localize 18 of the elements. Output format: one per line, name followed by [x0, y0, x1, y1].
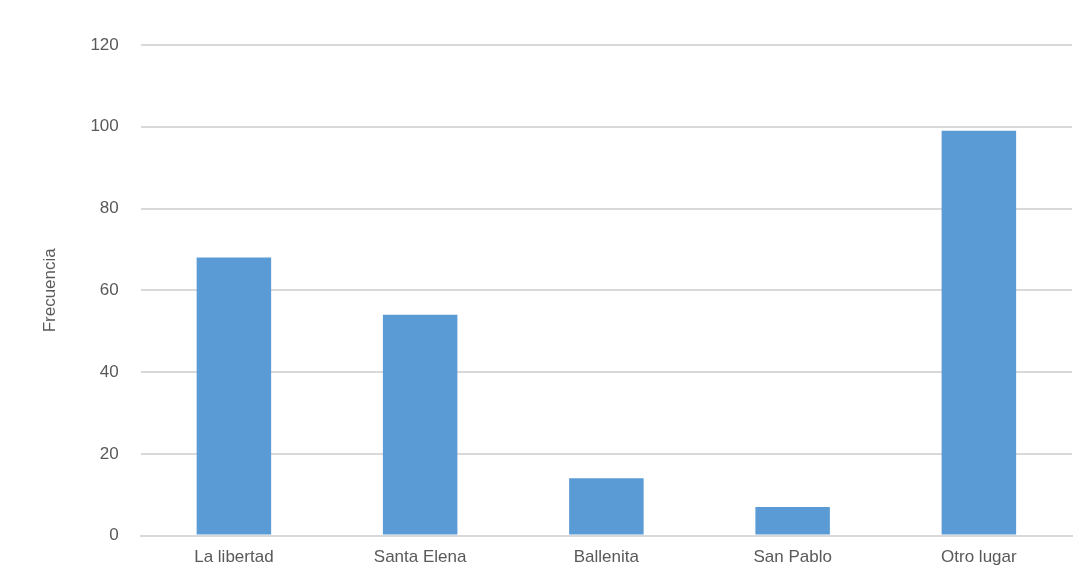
x-tick-label: San Pablo: [753, 547, 832, 567]
bar: [569, 478, 644, 535]
y-tick-label: 120: [90, 34, 119, 54]
x-tick-label: La libertad: [194, 547, 274, 567]
x-tick-label: Otro lugar: [941, 547, 1018, 567]
x-tick-label: Ballenita: [573, 547, 640, 567]
bar: [941, 130, 1017, 535]
y-tick-label: 20: [99, 443, 119, 463]
y-axis-title: Frecuencia: [39, 247, 59, 333]
bar: [382, 314, 458, 535]
x-tick-label: Santa Elena: [373, 547, 467, 567]
y-tick-label: 80: [99, 198, 119, 218]
bar: [196, 257, 272, 535]
y-tick-label: 60: [99, 279, 119, 299]
y-tick-label: 40: [99, 361, 119, 381]
bar: [755, 506, 830, 535]
y-tick-label: 100: [90, 116, 119, 136]
y-tick-label: 0: [109, 525, 119, 545]
